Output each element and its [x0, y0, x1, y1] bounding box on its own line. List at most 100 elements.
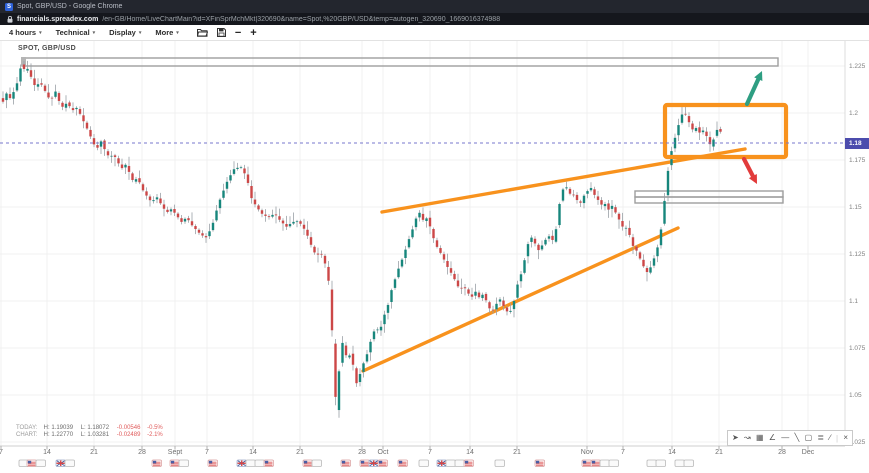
uk-flag-icon[interactable] [436, 459, 447, 467]
trend-line-tool-icon[interactable]: ╲ [794, 433, 800, 442]
svg-text:1.225: 1.225 [849, 63, 866, 70]
eu-flag-icon[interactable] [64, 459, 75, 467]
timeframe-label: 4 hours [9, 28, 37, 37]
eu-flag-icon[interactable] [178, 459, 189, 467]
zoom-out-button[interactable]: − [234, 26, 242, 39]
current-price-tag: 1.18 [845, 137, 869, 149]
svg-text:28: 28 [358, 449, 366, 456]
svg-text:14: 14 [249, 449, 257, 456]
svg-text:1.15: 1.15 [849, 204, 862, 211]
svg-text:14: 14 [466, 449, 474, 456]
svg-text:Dec: Dec [802, 449, 815, 456]
eu-flag-icon[interactable] [418, 459, 429, 467]
url-path: /en-GB/Home/LiveChartMain?id=XFinSprMchM… [102, 15, 501, 23]
eu-flag-icon[interactable] [254, 459, 265, 467]
chevron-down-icon: ▾ [92, 29, 96, 36]
trendlines[interactable] [361, 147, 747, 373]
chart-legend-row: CHART: H: 1.22770 L: 1.03281 -0.02489 -2… [16, 432, 168, 439]
window-titlebar: S Spot, GBP/USD - Google Chrome [0, 0, 869, 13]
uk-flag-icon[interactable] [55, 459, 66, 467]
eu-flag-icon[interactable] [445, 459, 456, 467]
pointer-tool-icon[interactable]: ➤ [732, 433, 739, 442]
us-flag-icon[interactable] [590, 459, 601, 467]
symbol-label: SPOT, GBP/USD [18, 45, 76, 52]
candlesticks [1, 60, 722, 418]
svg-text:1.2: 1.2 [849, 110, 858, 117]
svg-text:21: 21 [296, 449, 304, 456]
eu-flag-icon[interactable] [683, 459, 694, 467]
us-flag-icon[interactable] [340, 459, 351, 467]
eu-flag-icon[interactable] [608, 459, 619, 467]
us-flag-icon[interactable] [534, 459, 545, 467]
date-axis[interactable]: 7 14 21 28 Sept 7 14 21 28 Oct 7 14 21 Nov 7 14 21 28 Dec [0, 446, 815, 456]
svg-text:14: 14 [668, 449, 676, 456]
technical-label: Technical [55, 28, 90, 37]
freehand-tool-icon[interactable]: ↝ [743, 433, 751, 442]
us-flag-icon[interactable] [581, 459, 592, 467]
today-change: -0.00546 [116, 425, 141, 431]
us-flag-icon[interactable] [207, 459, 218, 467]
chart-toolbar: 4 hours ▾ Technical ▾ Display ▾ More ▾ −… [0, 25, 869, 41]
us-flag-icon[interactable] [169, 459, 180, 467]
svg-text:Oct: Oct [378, 449, 389, 456]
ray-tool-icon[interactable]: ∕ [829, 433, 831, 442]
window-title: Spot, GBP/USD - Google Chrome [17, 3, 123, 10]
svg-text:1.025: 1.025 [849, 439, 866, 446]
event-flags[interactable] [18, 459, 694, 467]
uk-flag-icon[interactable] [236, 459, 247, 467]
drawing-toolbar: ➤ ↝ ▦ ∠ ― ╲ ▢ ≣ ∕ | × [727, 430, 853, 446]
us-flag-icon[interactable] [463, 459, 474, 467]
timeframe-dropdown[interactable]: 4 hours ▾ [9, 28, 42, 37]
url-domain: financials.spreadex.com [17, 15, 99, 23]
eu-flag-icon[interactable] [35, 459, 46, 467]
address-bar[interactable]: financials.spreadex.com/en-GB/Home/LiveC… [0, 13, 869, 25]
close-toolbar-icon[interactable]: × [843, 433, 848, 442]
svg-text:7: 7 [621, 449, 625, 456]
us-flag-icon[interactable] [26, 459, 37, 467]
us-flag-icon[interactable] [263, 459, 274, 467]
zone-drag-handle [21, 57, 26, 66]
today-change-pct: -0.5% [147, 425, 163, 431]
rectangle-tool-icon[interactable]: ▢ [804, 433, 813, 442]
svg-text:7: 7 [205, 449, 209, 456]
eu-flag-icon[interactable] [646, 459, 657, 467]
fib-grid-tool-icon[interactable]: ▦ [755, 433, 764, 442]
eu-flag-icon[interactable] [599, 459, 610, 467]
uk-flag-icon[interactable] [368, 459, 379, 467]
horizontal-line-tool-icon[interactable]: ― [781, 433, 790, 442]
us-flag-icon[interactable] [302, 459, 313, 467]
eu-flag-icon[interactable] [674, 459, 685, 467]
price-axis[interactable]: 1.225 1.2 1.175 1.15 1.125 1.1 1.075 1.05 1.025 [849, 63, 866, 446]
us-flag-icon[interactable] [397, 459, 408, 467]
eu-flag-icon[interactable] [245, 459, 256, 467]
svg-text:14: 14 [43, 449, 51, 456]
svg-text:1.075: 1.075 [849, 345, 866, 352]
us-flag-icon[interactable] [377, 459, 388, 467]
eu-flag-icon[interactable] [494, 459, 505, 467]
chevron-down-icon: ▾ [39, 29, 42, 36]
today-label: TODAY: [16, 425, 38, 431]
eu-flag-icon[interactable] [454, 459, 465, 467]
svg-text:7: 7 [428, 449, 432, 456]
us-flag-icon[interactable] [151, 459, 162, 467]
zoom-in-button[interactable]: + [250, 26, 257, 39]
breakout-rectangle[interactable] [662, 102, 789, 160]
save-chart-icon[interactable] [216, 28, 226, 37]
svg-text:1.1: 1.1 [849, 298, 858, 305]
svg-text:21: 21 [513, 449, 521, 456]
label-tool-icon[interactable]: ≣ [817, 433, 825, 442]
more-menu[interactable]: More ▾ [155, 28, 178, 37]
display-menu[interactable]: Display ▾ [109, 28, 141, 37]
eu-flag-icon[interactable] [655, 459, 666, 467]
annotation-arrows[interactable] [741, 71, 763, 184]
drawn-zones[interactable] [21, 57, 784, 204]
open-chart-icon[interactable] [196, 28, 208, 37]
eu-flag-icon[interactable] [311, 459, 322, 467]
chart-gridlines [0, 41, 846, 447]
technical-menu[interactable]: Technical ▾ [56, 28, 96, 37]
price-legend: TODAY: H: 1.19039 L: 1.18072 -0.00546 -0… [16, 425, 168, 438]
us-flag-icon[interactable] [359, 459, 370, 467]
angle-tool-icon[interactable]: ∠ [768, 433, 776, 442]
